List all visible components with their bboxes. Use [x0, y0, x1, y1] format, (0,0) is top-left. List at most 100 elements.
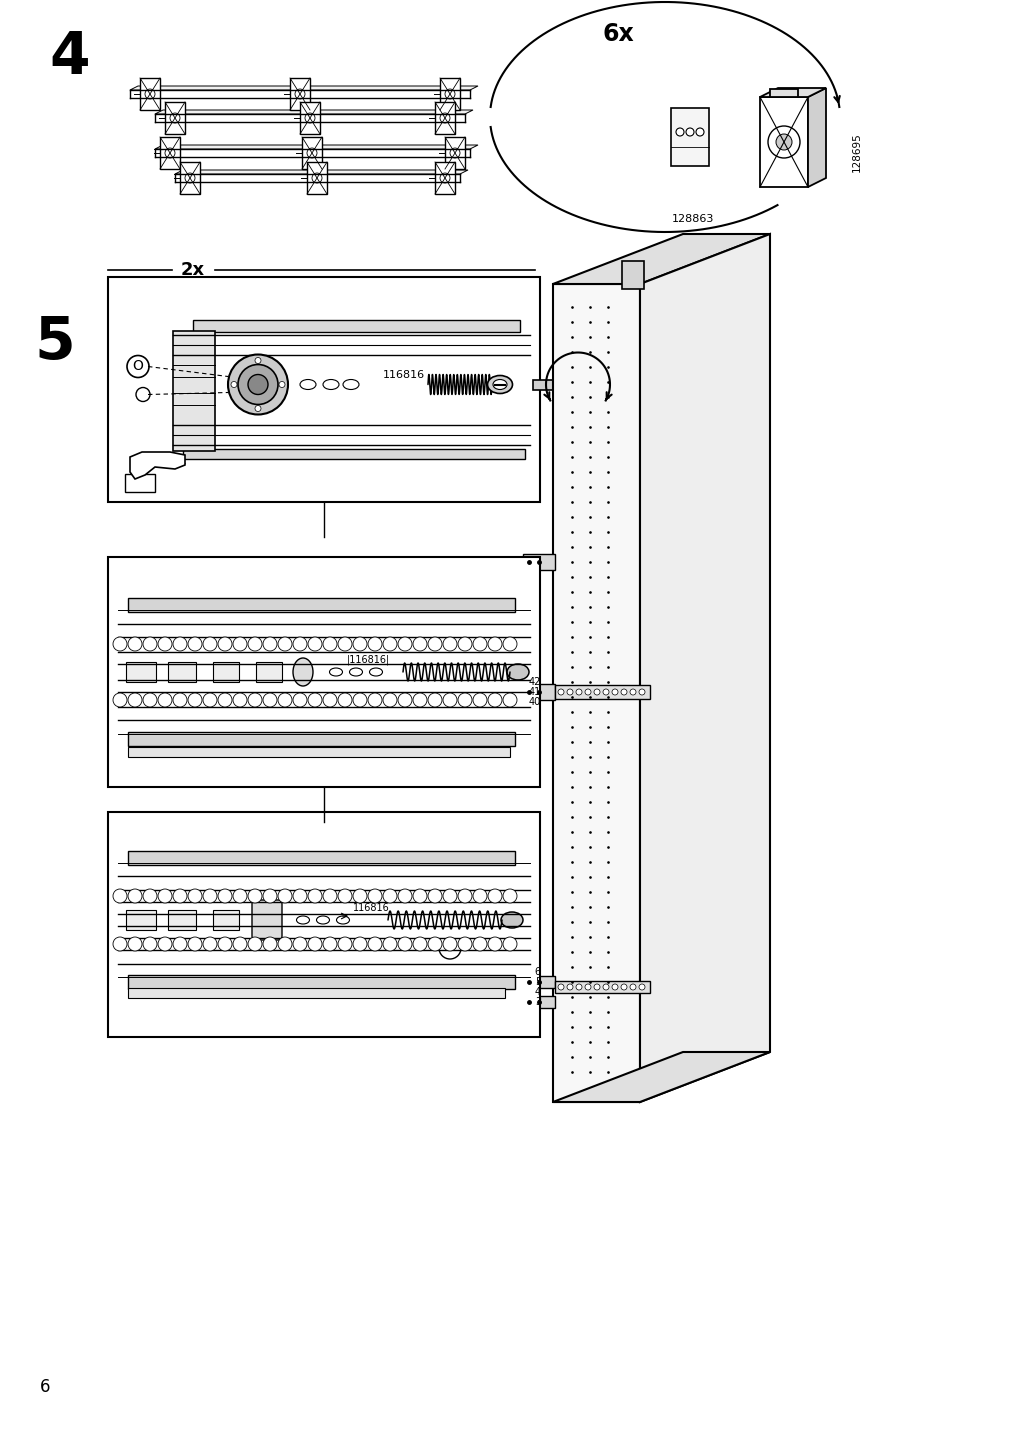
Circle shape — [248, 889, 262, 904]
Ellipse shape — [296, 916, 309, 924]
Circle shape — [575, 689, 581, 695]
Circle shape — [127, 693, 142, 707]
Circle shape — [126, 355, 149, 378]
Circle shape — [638, 984, 644, 990]
Bar — [127, 988, 504, 998]
Bar — [127, 851, 515, 865]
Polygon shape — [807, 87, 825, 188]
Circle shape — [248, 375, 268, 394]
Circle shape — [593, 689, 600, 695]
Circle shape — [428, 937, 442, 951]
Circle shape — [397, 637, 411, 652]
Circle shape — [173, 637, 187, 652]
Circle shape — [502, 937, 517, 951]
Circle shape — [263, 637, 277, 652]
Circle shape — [338, 889, 352, 904]
Circle shape — [113, 693, 126, 707]
Bar — [140, 77, 160, 110]
Bar — [212, 662, 239, 682]
Circle shape — [263, 889, 277, 904]
Circle shape — [502, 693, 517, 707]
Circle shape — [450, 147, 460, 158]
Circle shape — [603, 984, 609, 990]
Bar — [168, 662, 196, 682]
Text: 128863: 128863 — [671, 213, 714, 223]
Text: |116816|: |116816| — [346, 654, 389, 666]
Circle shape — [263, 693, 277, 707]
Bar — [165, 102, 185, 135]
Circle shape — [675, 127, 683, 136]
Bar — [125, 474, 155, 493]
Circle shape — [158, 693, 172, 707]
Circle shape — [353, 637, 367, 652]
Bar — [445, 137, 464, 169]
Circle shape — [233, 637, 247, 652]
Circle shape — [143, 637, 157, 652]
Circle shape — [487, 637, 501, 652]
Bar — [552, 284, 639, 1103]
Bar — [126, 662, 156, 682]
Circle shape — [338, 937, 352, 951]
Circle shape — [293, 637, 306, 652]
Circle shape — [445, 89, 455, 99]
Bar — [126, 909, 156, 929]
Bar — [256, 662, 282, 682]
Circle shape — [557, 689, 563, 695]
Circle shape — [584, 689, 590, 695]
Circle shape — [323, 937, 337, 951]
Circle shape — [487, 937, 501, 951]
Ellipse shape — [487, 375, 512, 394]
Circle shape — [458, 937, 471, 951]
Text: 4: 4 — [50, 29, 90, 86]
Bar — [523, 554, 554, 570]
Circle shape — [621, 689, 627, 695]
Circle shape — [353, 889, 367, 904]
Circle shape — [217, 693, 232, 707]
Circle shape — [382, 937, 396, 951]
Circle shape — [696, 127, 704, 136]
Polygon shape — [129, 453, 185, 478]
Circle shape — [185, 173, 195, 183]
Ellipse shape — [323, 379, 339, 390]
Text: 3: 3 — [535, 997, 541, 1007]
Circle shape — [443, 937, 457, 951]
Bar — [670, 107, 709, 166]
Circle shape — [311, 173, 321, 183]
Circle shape — [248, 637, 262, 652]
Ellipse shape — [369, 667, 382, 676]
Polygon shape — [552, 1053, 769, 1103]
Ellipse shape — [349, 667, 362, 676]
Circle shape — [397, 889, 411, 904]
Ellipse shape — [299, 379, 315, 390]
Ellipse shape — [316, 916, 330, 924]
Bar — [299, 102, 319, 135]
Bar — [759, 97, 807, 188]
Text: 6: 6 — [535, 967, 541, 977]
Ellipse shape — [507, 664, 529, 680]
Polygon shape — [639, 233, 769, 1103]
Circle shape — [217, 937, 232, 951]
Circle shape — [145, 89, 155, 99]
Circle shape — [440, 173, 450, 183]
Circle shape — [412, 889, 427, 904]
Circle shape — [638, 689, 644, 695]
Polygon shape — [759, 87, 825, 97]
Bar — [127, 732, 515, 746]
Bar — [127, 748, 510, 758]
Circle shape — [472, 693, 486, 707]
Circle shape — [158, 889, 172, 904]
Circle shape — [368, 889, 381, 904]
Circle shape — [440, 113, 450, 123]
Circle shape — [307, 937, 321, 951]
Circle shape — [584, 984, 590, 990]
Circle shape — [472, 937, 486, 951]
Text: O: O — [132, 359, 144, 374]
Bar — [554, 981, 649, 992]
Circle shape — [233, 889, 247, 904]
Circle shape — [397, 937, 411, 951]
Bar — [290, 77, 309, 110]
Circle shape — [306, 147, 316, 158]
Circle shape — [113, 637, 126, 652]
Bar — [435, 162, 455, 193]
FancyBboxPatch shape — [252, 899, 282, 939]
